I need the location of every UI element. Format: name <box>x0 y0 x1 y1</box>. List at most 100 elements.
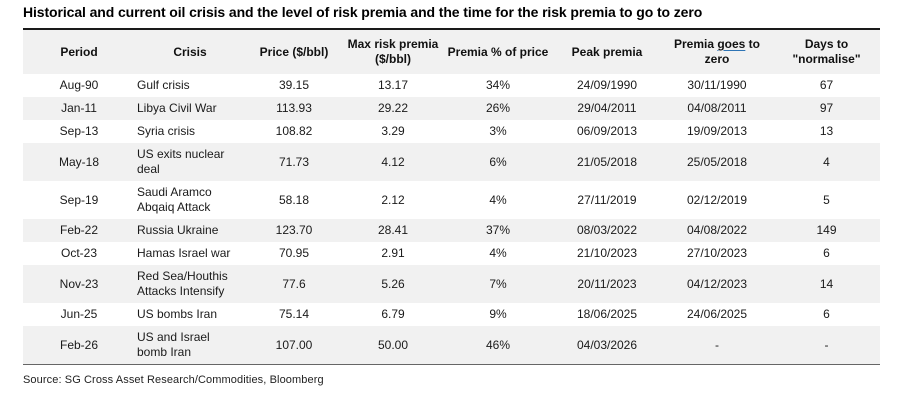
cell-days: 5 <box>823 192 830 207</box>
cell-premia-zero: 04/08/2011 <box>687 101 747 115</box>
source-note: Source: SG Cross Asset Research/Commodit… <box>23 374 324 386</box>
cell-premia-zero: 04/08/2022 <box>686 223 748 237</box>
cell-premia-pct: 34% <box>485 78 511 92</box>
table-row: Feb-26 US and Israel bomb Iran 107.00 50… <box>23 326 880 365</box>
cell-max-premia: 4.12 <box>381 154 405 169</box>
cell-period: Oct-23 <box>60 246 97 260</box>
table-row: Aug-90 Gulf crisis 39.15 13.17 34% 24/09… <box>23 74 880 97</box>
premia-zero-post: to zero <box>704 37 761 66</box>
cell-premia-zero: - <box>715 337 719 352</box>
cell-price: 107.00 <box>275 337 313 352</box>
cell-premia-zero: 24/06/2025 <box>686 307 748 321</box>
cell-price: 58.18 <box>278 192 310 207</box>
cell-peak-premia: 06/09/2013 <box>576 124 638 138</box>
cell-days: - <box>824 337 829 352</box>
cell-crisis: Hamas Israel war <box>137 246 231 260</box>
col-header-price: Price ($/bbl) <box>245 29 343 74</box>
cell-period: Aug-90 <box>59 78 99 92</box>
header-row: Period Crisis Price ($/bbl) Max risk pre… <box>23 29 880 74</box>
cell-days: 149 <box>816 223 837 237</box>
page: Historical and current oil crisis and th… <box>23 4 880 386</box>
col-header-crisis: Crisis <box>135 29 245 74</box>
cell-max-premia: 6.79 <box>381 307 405 321</box>
table-row: Nov-23 Red Sea/Houthis Attacks Intensify… <box>23 265 880 303</box>
cell-price: 123.70 <box>275 223 313 237</box>
cell-max-premia: 50.00 <box>377 337 409 352</box>
table-row: May-18 US exits nuclear deal 71.73 4.12 … <box>23 143 880 181</box>
cell-days: 14 <box>819 276 834 291</box>
cell-max-premia: 2.12 <box>381 192 405 207</box>
cell-premia-pct: 9% <box>489 307 507 321</box>
table-row: Jan-11 Libya Civil War 113.93 29.22 26% … <box>23 97 880 120</box>
cell-premia-pct: 26% <box>485 101 511 115</box>
col-header-days: Days to "normalise" <box>773 29 880 74</box>
cell-premia-zero: 19/09/2013 <box>686 124 748 138</box>
cell-peak-premia: 08/03/2022 <box>576 223 638 237</box>
cell-price: 75.14 <box>278 307 310 321</box>
cell-crisis: US bombs Iran <box>137 307 218 321</box>
cell-premia-pct: 3% <box>489 124 507 138</box>
cell-period: Sep-19 <box>59 192 99 207</box>
table-row: Oct-23 Hamas Israel war 70.95 2.91 4% 21… <box>23 242 880 265</box>
cell-days: 67 <box>819 78 834 92</box>
cell-max-premia: 5.26 <box>381 276 405 291</box>
cell-premia-pct: 4% <box>489 246 507 260</box>
cell-crisis: US and Israel bomb Iran <box>137 330 210 359</box>
cell-period: Sep-13 <box>59 124 99 138</box>
cell-period: Feb-22 <box>59 223 99 237</box>
premia-zero-goes: goes <box>717 37 746 51</box>
table-row: Sep-19 Saudi Aramco Abqaiq Attack 58.18 … <box>23 181 880 219</box>
cell-max-premia: 2.91 <box>381 246 405 260</box>
col-header-premia-zero: Premia goes to zero <box>661 29 773 74</box>
cell-peak-premia: 21/05/2018 <box>576 154 638 169</box>
cell-premia-pct: 6% <box>489 154 507 169</box>
col-header-period: Period <box>23 29 135 74</box>
cell-price: 39.15 <box>278 78 310 92</box>
cell-peak-premia: 24/09/1990 <box>576 78 638 92</box>
table-row: Feb-22 Russia Ukraine 123.70 28.41 37% 0… <box>23 219 880 242</box>
cell-period: Feb-26 <box>59 337 99 352</box>
cell-premia-pct: 37% <box>485 223 511 237</box>
cell-peak-premia: 29/04/2011 <box>577 101 637 115</box>
cell-peak-premia: 04/03/2026 <box>576 337 638 352</box>
cell-peak-premia: 21/10/2023 <box>576 246 638 260</box>
cell-period: Jan-11 <box>61 101 97 115</box>
cell-max-premia: 29.22 <box>377 101 409 115</box>
cell-crisis: Red Sea/Houthis Attacks Intensify <box>137 269 228 298</box>
cell-price: 108.82 <box>275 124 313 138</box>
cell-crisis: Gulf crisis <box>137 78 190 92</box>
cell-price: 113.93 <box>276 101 312 115</box>
col-header-max-premia: Max risk premia ($/bbl) <box>343 29 443 74</box>
cell-premia-pct: 46% <box>485 337 511 352</box>
cell-max-premia: 3.29 <box>381 124 405 138</box>
cell-premia-pct: 7% <box>489 276 507 291</box>
cell-price: 70.95 <box>278 246 310 260</box>
cell-premia-zero: 27/10/2023 <box>686 246 748 260</box>
cell-period: Jun-25 <box>60 307 98 321</box>
cell-days: 4 <box>823 154 830 169</box>
table-row: Sep-13 Syria crisis 108.82 3.29 3% 06/09… <box>23 120 880 143</box>
cell-crisis: Saudi Aramco Abqaiq Attack <box>137 185 212 214</box>
cell-peak-premia: 18/06/2025 <box>576 307 638 321</box>
cell-max-premia: 28.41 <box>377 223 409 237</box>
cell-crisis: Russia Ukraine <box>137 223 219 237</box>
table-row: Jun-25 US bombs Iran 75.14 6.79 9% 18/06… <box>23 303 880 326</box>
cell-peak-premia: 20/11/2023 <box>577 276 637 291</box>
cell-premia-pct: 4% <box>489 192 507 207</box>
page-title: Historical and current oil crisis and th… <box>23 4 703 20</box>
cell-crisis: Syria crisis <box>137 124 196 138</box>
cell-days: 6 <box>823 307 830 321</box>
cell-price: 77.6 <box>282 276 306 291</box>
cell-days: 13 <box>819 124 834 138</box>
col-header-premia-pct: Premia % of price <box>443 29 553 74</box>
cell-premia-zero: 04/12/2023 <box>686 276 748 291</box>
premia-zero-pre: Premia <box>673 37 718 51</box>
cell-premia-zero: 02/12/2019 <box>686 192 748 207</box>
cell-peak-premia: 27/11/2019 <box>577 192 637 207</box>
cell-price: 71.73 <box>278 154 310 169</box>
oil-crisis-table: Period Crisis Price ($/bbl) Max risk pre… <box>23 28 880 365</box>
cell-max-premia: 13.17 <box>377 78 409 92</box>
cell-premia-zero: 30/11/1990 <box>687 78 747 92</box>
cell-days: 6 <box>823 246 830 260</box>
cell-period: May-18 <box>58 154 99 169</box>
